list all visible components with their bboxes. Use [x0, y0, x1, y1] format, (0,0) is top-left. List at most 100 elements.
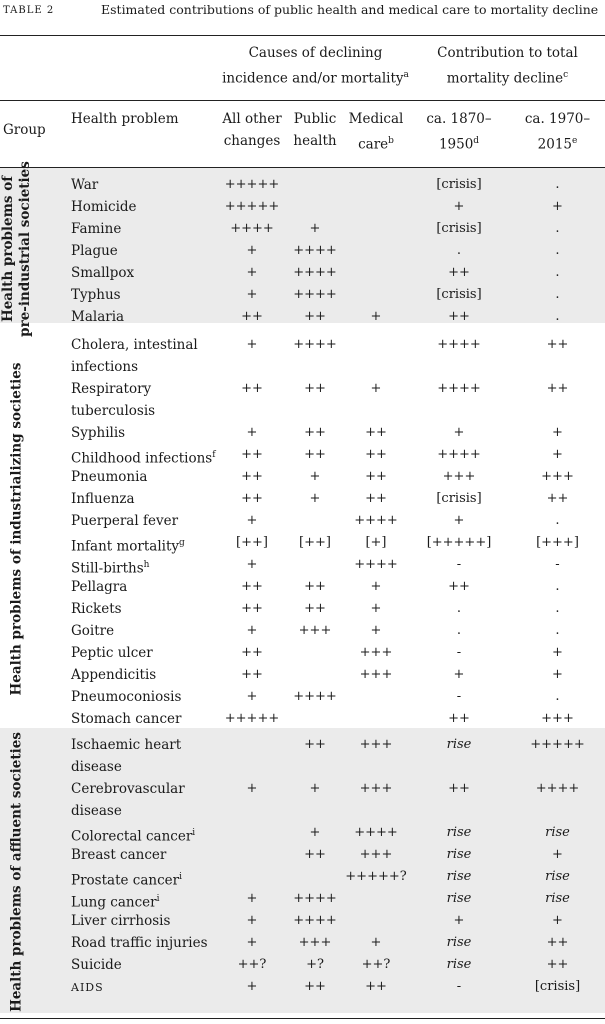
cell-public: ++ [304, 425, 326, 440]
cell-public: + [309, 221, 321, 236]
cell-medical: + [370, 935, 382, 950]
health-problem-name: Smallpox [71, 265, 135, 281]
col-group: Group [3, 122, 46, 138]
cell-other: ++ [241, 601, 263, 616]
cell-public: ++ [304, 737, 326, 752]
health-problem-name: Road traffic injuries [71, 935, 208, 951]
cell-public: ++ [304, 579, 326, 594]
cell-medical: ++ [365, 447, 387, 462]
cell-p2: . [555, 601, 560, 616]
cell-p2: . [555, 513, 560, 528]
table-row: Prostate canceri +++++? rise rise [0, 866, 605, 889]
cell-p1: ++ [448, 579, 470, 594]
cell-p1: ++ [448, 711, 470, 726]
health-problem-name: War [71, 177, 99, 193]
cell-other: + [246, 935, 258, 950]
cell-public: ++++ [293, 913, 337, 928]
cell-medical: +++ [359, 667, 393, 682]
cell-p2: . [555, 623, 560, 638]
cell-other: + [246, 265, 258, 280]
cell-p1: + [453, 199, 465, 214]
table-row: Peptic ulcer ++ +++ - + [0, 642, 605, 664]
cell-other: ++ [241, 645, 263, 660]
health-problem-name: Peptic ulcer [71, 645, 153, 661]
cell-other: + [246, 557, 258, 572]
health-problem-name: Still-birthsh [71, 560, 150, 577]
cell-public: ++++ [293, 265, 337, 280]
table-row: Lung canceri + ++++ rise rise [0, 888, 605, 911]
cell-p1: rise [446, 847, 472, 862]
cell-p2: [crisis] [534, 979, 581, 994]
cell-other: + [246, 781, 258, 796]
cell-p2: . [555, 309, 560, 324]
cell-public: ++++ [293, 287, 337, 302]
group-label: Health problems of industrializing socie… [0, 330, 34, 728]
table-row: Rickets ++ ++ +.. [0, 598, 605, 620]
health-problem-name: Typhus [71, 287, 121, 303]
cell-medical: ++? [361, 957, 391, 972]
table-row: Road traffic injuries + +++ + rise ++ [0, 932, 605, 954]
table-row: Goitre + +++ +.. [0, 620, 605, 642]
table-row: Influenza ++ + ++ [crisis] ++ [0, 488, 605, 510]
col-all-other-changes: All other changes [222, 111, 282, 149]
health-problem-name: Suicide [71, 957, 122, 973]
cell-other: ++ [241, 667, 263, 682]
cell-p2: . [555, 221, 560, 236]
cell-p2: - [555, 557, 560, 572]
cell-p1: ++ [448, 309, 470, 324]
cell-medical: ++ [365, 979, 387, 994]
cell-p1: + [453, 513, 465, 528]
cell-other: + [246, 287, 258, 302]
cell-public: ++++ [293, 243, 337, 258]
cell-p2: . [555, 177, 560, 192]
table-row: Pneumonia ++ + ++ +++ +++ [0, 466, 605, 488]
cell-p2: rise [545, 891, 570, 906]
cell-public: ++ [304, 447, 326, 462]
cell-medical: + [370, 601, 382, 616]
cell-p1: [crisis] [436, 221, 482, 236]
table-row: Syphilis + ++ ++ + + [0, 422, 605, 444]
health-problem-name: Homicide [71, 199, 137, 215]
cell-public: + [309, 469, 321, 484]
cell-p2: ++++ [535, 781, 580, 796]
cell-medical: ++ [365, 469, 387, 484]
table-caption: TABLE 2 Estimated contributions of publi… [0, 0, 605, 24]
cell-p1: ++ [448, 781, 470, 796]
cell-other: +++++ [224, 199, 280, 214]
cell-p2: rise [545, 869, 570, 884]
cell-public: + [309, 781, 321, 796]
top-rule [0, 35, 605, 36]
cell-p2: + [552, 667, 563, 682]
cell-other: ++ [241, 447, 263, 462]
cell-p1: rise [446, 891, 472, 906]
health-problem-name: Pneumonia [71, 469, 148, 485]
col-medical-care: Medical careb [348, 111, 404, 153]
health-problem-name: Rickets [71, 601, 122, 617]
cell-p1: + [453, 913, 465, 928]
cell-public: +++ [298, 935, 332, 950]
group-label-line: Health problems of industrializing socie… [8, 362, 25, 696]
cell-p2: +++ [541, 469, 574, 484]
health-problem-name: Malaria [71, 309, 125, 325]
cell-other: ++ [241, 491, 263, 506]
cell-other: + [246, 623, 258, 638]
cell-p2: + [552, 913, 563, 928]
cell-p1: + [453, 425, 465, 440]
cell-medical: ++++ [354, 825, 398, 840]
cell-other: ++ [241, 309, 263, 324]
cell-other: +++++ [224, 177, 280, 192]
health-problem-name: AIDS [71, 981, 104, 994]
cell-p1: +++ [442, 469, 476, 484]
cell-medical: + [370, 623, 382, 638]
health-problem-name: Prostate canceri [71, 872, 182, 889]
table-row: Puerperal fever + ++++ +. [0, 510, 605, 532]
cell-p2: . [555, 243, 560, 258]
cell-p1: . [456, 623, 462, 638]
col-public-health: Public health [293, 111, 337, 149]
cell-p2: +++++ [530, 737, 585, 752]
cell-p1: [crisis] [436, 491, 482, 506]
cell-other: + [246, 513, 258, 528]
table-row: Malaria ++ ++ + ++. [0, 306, 605, 328]
table-row: Colorectal canceri + ++++ rise rise [0, 822, 605, 845]
cell-p2: + [552, 645, 563, 660]
